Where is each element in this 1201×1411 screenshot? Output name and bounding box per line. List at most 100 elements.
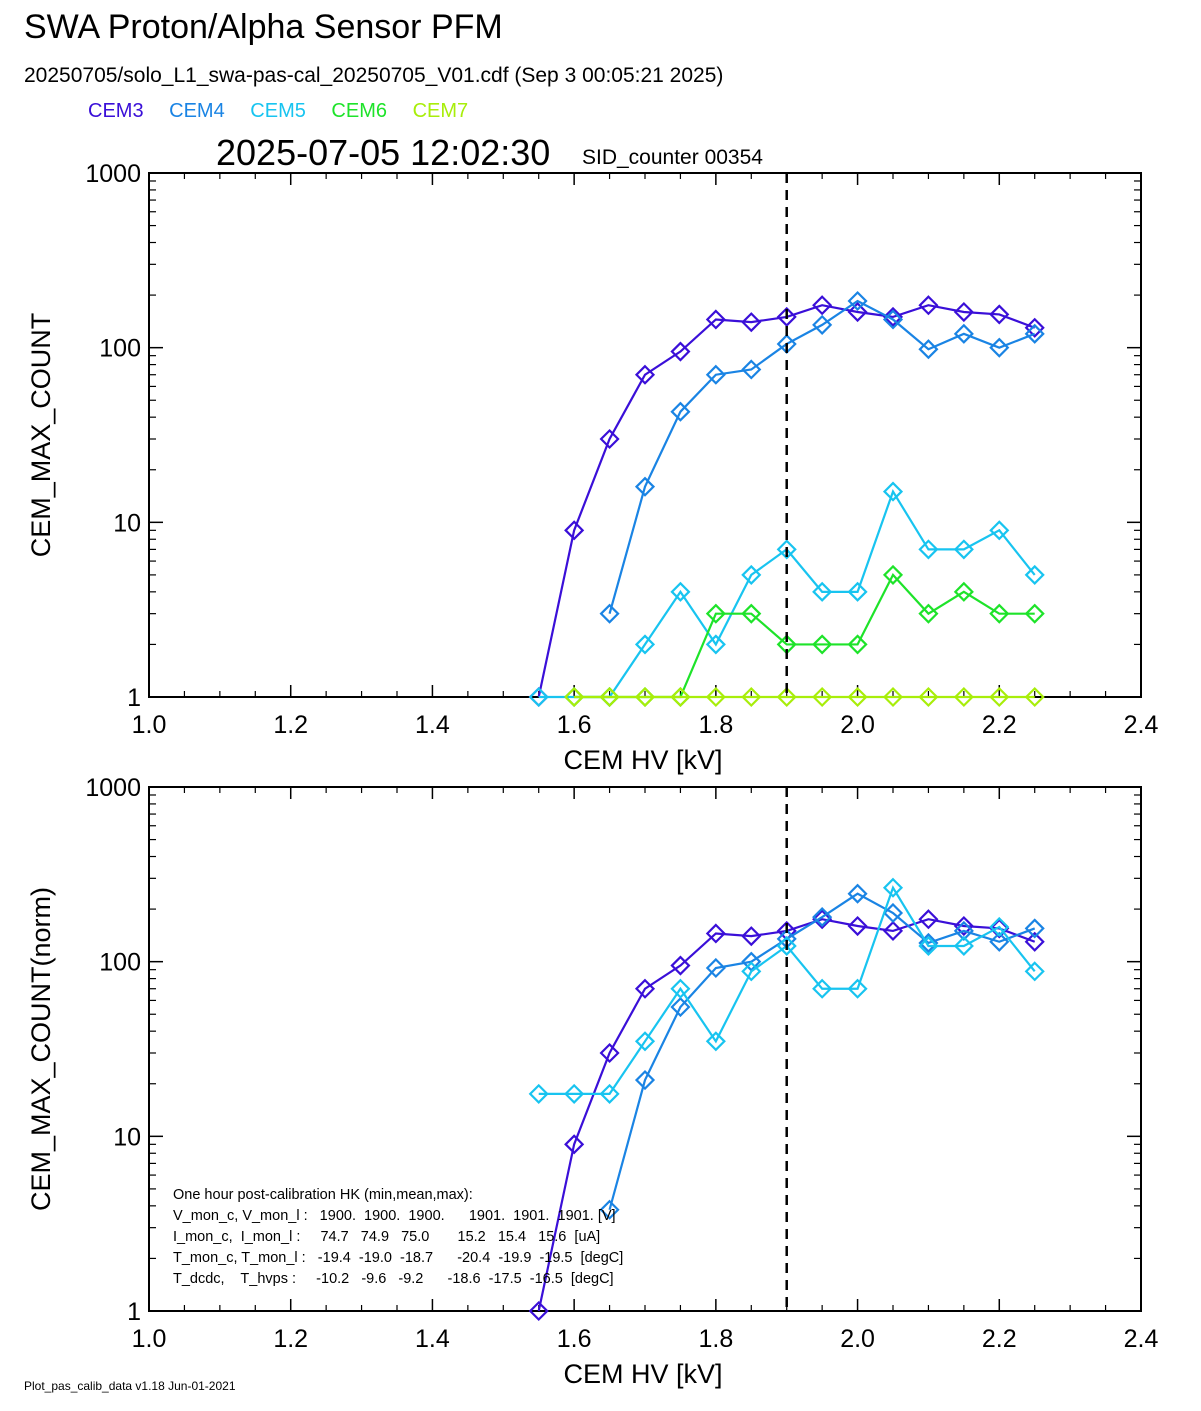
hk-note-line: T_mon_c, T_mon_l : -19.4 -19.0 -18.7 -20… [173,1250,623,1266]
data-point-cem4 [953,323,974,344]
data-point-cem3 [705,309,726,330]
y-tick-label: 100 [99,335,141,363]
x-tick-label: 2.2 [982,711,1017,739]
x-tick-label: 1.4 [415,711,450,739]
data-point-cem5 [670,581,691,602]
data-point-cem7 [882,686,904,708]
data-point-cem7 [741,686,762,708]
data-point-cem5 [953,935,974,957]
data-point-cem6 [847,634,868,655]
data-point-cem4 [882,902,904,924]
data-point-cem7 [989,686,1010,708]
data-point-cem7 [953,686,974,708]
x-tick-label: 1.0 [132,711,167,739]
data-point-cem7 [705,686,726,708]
series-cem4 [599,290,1045,624]
hk-note-line: One hour post-calibration HK (min,mean,m… [173,1187,473,1203]
data-point-cem7 [564,686,585,708]
legend-cem3: CEM3 [88,100,144,122]
data-point-cem5 [953,539,974,560]
data-point-cem5 [918,539,939,560]
legend: CEM3 CEM4 CEM5 CEM6 CEM7 [88,100,488,123]
data-point-cem4 [634,476,656,497]
x-tick-label: 1.2 [273,711,308,739]
data-point-cem5 [705,1031,726,1052]
series-line-cem4 [608,299,1036,614]
chart-panel-1: 1.0 1.2 1.4 1.6 1.8 2.0 2.2 2.4 1 10 100 1000 CEM HV… [26,160,1158,775]
legend-cem5: CEM5 [250,100,306,122]
x-tick-label: 2.4 [1124,711,1159,739]
data-point-cem3 [1024,317,1045,338]
data-point-cem3 [705,923,726,944]
y-tick-label: 1000 [85,160,141,188]
data-point-cem3 [599,428,620,450]
hk-note-line: T_dcdc, T_hvps : -10.2 -9.6 -9.2 -18.6 -… [173,1271,614,1287]
data-point-cem3 [918,295,939,316]
data-point-cem3 [882,306,904,327]
data-point-cem5 [989,520,1010,541]
data-point-cem5 [741,564,762,585]
data-point-cem3 [741,926,762,947]
data-point-cem7 [1024,686,1045,708]
data-point-cem4 [882,309,904,330]
data-point-cem4 [741,359,762,380]
data-point-cem4 [670,996,691,1018]
data-point-cem4 [918,339,939,360]
data-point-cem3 [989,304,1010,325]
data-point-cem7 [776,686,797,708]
series-cem4 [599,883,1045,1220]
data-point-cem4 [953,920,974,941]
data-point-cem6 [1024,603,1045,624]
data-point-cem5 [1024,564,1045,585]
x-tick-label: 1.0 [132,1325,167,1353]
file-subtitle: 20250705/solo_L1_swa-pas-cal_20250705_V0… [24,64,724,87]
x-tick-label: 1.2 [273,1325,308,1353]
y-tick-label: 10 [113,1123,141,1151]
data-point-cem4 [812,907,833,928]
sid-counter: SID_counter 00354 [582,146,763,169]
data-point-cem5 [634,634,656,655]
data-point-cem7 [634,686,656,708]
legend-cem4: CEM4 [169,100,225,122]
data-point-cem5 [847,978,868,999]
data-point-cem7 [847,686,868,708]
x-tick-label: 2.4 [1124,1325,1159,1353]
data-point-cem3 [634,978,656,999]
timestamp: 2025-07-05 12:02:30 [216,132,551,173]
x-axis-label: CEM HV [kV] [563,745,722,775]
data-point-cem5 [705,634,726,655]
data-point-cem5 [741,961,762,982]
data-point-cem5 [528,686,549,708]
x-axis-label: CEM HV [kV] [563,1359,722,1389]
data-point-cem3 [812,295,833,316]
x-tick-label: 2.0 [840,711,875,739]
data-point-cem3 [670,341,691,362]
chart-panel-2: 1.0 1.2 1.4 1.6 1.8 2.0 2.2 2.4 1 10 100 1000 CEM HV… [26,774,1158,1389]
x-tick-label: 1.6 [557,711,592,739]
x-tick-label: 1.8 [698,1325,733,1353]
data-point-cem5 [989,916,1010,938]
y-tick-label: 100 [99,949,141,977]
plot-frame [148,172,1142,698]
y-axis-label: CEM_MAX_COUNT(norm) [26,887,56,1211]
data-point-cem6 [741,603,762,624]
data-point-cem4 [705,957,726,979]
data-point-cem7 [918,686,939,708]
data-point-cem6 [918,603,939,624]
data-point-cem5 [670,978,691,999]
x-tick-label: 1.4 [415,1325,450,1353]
data-point-cem5 [918,935,939,957]
data-point-cem5 [776,539,797,560]
x-tick-label: 1.8 [698,711,733,739]
data-point-cem6 [953,581,974,602]
data-point-cem3 [953,301,974,323]
footer-version: Plot_pas_calib_data v1.18 Jun-01-2021 [24,1379,236,1393]
data-point-cem4 [599,1199,620,1220]
data-point-cem3 [634,364,656,385]
data-point-cem3 [918,909,939,930]
data-point-cem6 [705,603,726,624]
data-point-cem4 [634,1069,656,1091]
y-axis-label: CEM_MAX_COUNT [26,313,56,558]
y-tick-label: 1 [127,1298,141,1326]
